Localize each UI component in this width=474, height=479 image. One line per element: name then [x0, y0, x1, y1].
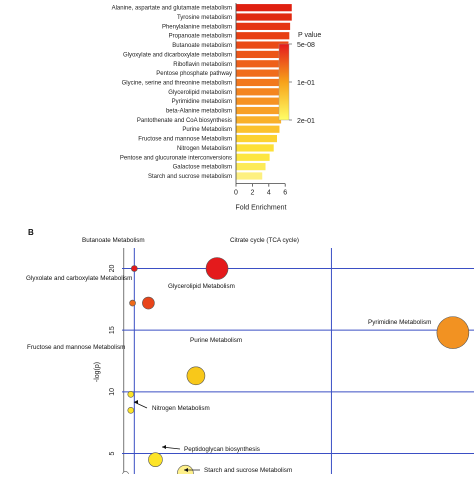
y-tick-label: 20 — [109, 265, 116, 273]
bar — [236, 116, 282, 124]
bar — [236, 60, 288, 68]
bar — [236, 4, 292, 12]
bar — [236, 69, 287, 77]
bar-category-label: Pentose and glucuronate interconversions — [120, 155, 232, 161]
bar — [236, 13, 292, 21]
legend-colorbar — [278, 43, 290, 121]
bubble-point — [436, 316, 470, 349]
y-axis-title: -log(p) — [94, 362, 101, 382]
label-pointer-arrow — [134, 400, 138, 404]
bubble-point — [127, 391, 135, 398]
legend-title: P value — [298, 32, 321, 39]
bar-category-label: Pentose phosphate pathway — [156, 71, 232, 77]
bubble-chart: B 5 10 15 20 -log(p) Citrate cycle (TCA cycle)… — [26, 228, 474, 479]
x-tick-label: 6 — [283, 190, 287, 197]
point-label: Starch and sucrose Metabolism — [204, 467, 292, 474]
bar-category-label: Riboflavin metabolism — [173, 62, 232, 68]
bar — [236, 144, 274, 152]
bar — [236, 88, 287, 96]
bar — [236, 32, 290, 40]
bar-category-label: Fructose and mannose Metabolism — [138, 137, 232, 143]
bar — [236, 22, 291, 30]
bubble-point — [131, 265, 138, 272]
bar — [236, 134, 277, 143]
bar-category-label: Tyrosine metabolism — [177, 15, 232, 21]
bubble-point — [129, 299, 136, 307]
point-label: Nitrogen Metabolism — [152, 405, 210, 412]
y-tick-label: 5 — [109, 451, 116, 455]
bar-category-label: Phenylalanine metabolism — [162, 24, 232, 30]
bar-category-label: Galactose metabolism — [173, 165, 232, 171]
bar-category-label: Purine Metabolism — [182, 127, 232, 133]
bar-category-label: Nitrogen Metabolism — [177, 146, 232, 152]
x-tick-label: 4 — [267, 190, 271, 197]
point-label: Purine Metabolism — [190, 337, 242, 344]
bar — [236, 106, 285, 115]
label-pointer-arrow — [162, 445, 166, 449]
panel-label: B — [28, 228, 34, 237]
point-label: Fructose and mannose Metabolism — [27, 344, 125, 351]
label-pointer-arrow — [184, 468, 188, 472]
point-label: Peptidoglycan biosynthesis — [184, 446, 260, 453]
scatter-chart-panel: B 5 10 15 20 -log(p) Citrate cycle (TCA cycle)… — [0, 222, 474, 479]
bar — [236, 125, 280, 133]
bar-category-label: Glycerolipid metabolism — [168, 90, 232, 96]
bar-category-label: Starch and sucrose metabolism — [148, 174, 232, 180]
bar-chart-panel: Alanine, aspartate and glutamate metabol… — [0, 0, 474, 222]
bar — [236, 153, 270, 161]
bar — [236, 41, 289, 49]
bar — [236, 163, 266, 171]
bar-category-label: Glyoxylate and dicarboxylate metabolism — [123, 52, 232, 58]
y-tick-label: 10 — [109, 388, 116, 396]
bar — [236, 97, 286, 105]
bar-category-label: Pyrimidine metabolism — [172, 99, 232, 105]
bar-category-label: Glycine, serine and threonine metabolism — [122, 80, 232, 86]
legend-tick-label: 5e-08 — [297, 42, 315, 49]
x-axis-title: Fold Enrichment — [236, 205, 287, 212]
point-label: Glyxolate and carboxylate Metabolism — [26, 275, 132, 282]
bubble-point — [148, 452, 163, 467]
bubble-point — [142, 296, 155, 310]
x-tick-label: 0 — [234, 190, 238, 197]
bar-chart: Alanine, aspartate and glutamate metabol… — [112, 3, 321, 212]
point-label: Citrate cycle (TCA cycle) — [230, 237, 299, 244]
bar-category-label: Alanine, aspartate and glutamate metabol… — [112, 6, 232, 12]
bubble-point — [127, 407, 135, 414]
bar — [236, 50, 289, 59]
legend-tick-label: 2e-01 — [297, 118, 315, 125]
point-label: Pyrimidine Metabolism — [368, 319, 431, 326]
bar-category-label: Pantothenate and CoA biosynthesis — [137, 118, 232, 124]
bubble-point — [186, 366, 206, 386]
y-tick-label: 15 — [109, 326, 116, 334]
x-tick-label: 2 — [250, 190, 254, 197]
point-label: Butanoate Metabolism — [82, 237, 145, 244]
bar-category-label: Butanoate metabolism — [172, 43, 232, 49]
point-label: Glycerolipid Metabolism — [168, 283, 235, 290]
bar — [236, 172, 263, 180]
bar — [236, 78, 287, 87]
legend-tick-label: 1e-01 — [297, 80, 315, 87]
bar-category-label: Propanoate metabolism — [169, 34, 232, 40]
bar-category-label: beta-Alanine metabolism — [166, 109, 232, 115]
bubble-point — [205, 257, 229, 280]
